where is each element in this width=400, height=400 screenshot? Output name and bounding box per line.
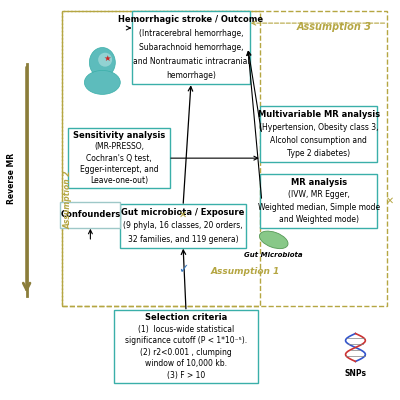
Text: Sensitivity analysis: Sensitivity analysis [73, 131, 166, 140]
Text: ✕: ✕ [385, 196, 394, 206]
Text: Multivariable MR analysis: Multivariable MR analysis [258, 110, 380, 119]
Text: Egger-intercept, and: Egger-intercept, and [80, 165, 158, 174]
Text: Weighted median, Simple mode: Weighted median, Simple mode [258, 203, 380, 212]
FancyBboxPatch shape [60, 202, 120, 228]
Text: and Nontraumatic intracranial: and Nontraumatic intracranial [133, 57, 249, 66]
Text: (Hypertension, Obesity class 3,: (Hypertension, Obesity class 3, [259, 123, 378, 132]
Text: Cochran's Q test,: Cochran's Q test, [86, 154, 152, 163]
Text: Type 2 diabetes): Type 2 diabetes) [287, 149, 350, 158]
Text: and Weighted mode): and Weighted mode) [278, 215, 358, 224]
FancyBboxPatch shape [114, 310, 258, 383]
Text: window of 10,000 kb.: window of 10,000 kb. [145, 360, 227, 368]
Text: Assumption 2: Assumption 2 [63, 171, 72, 229]
Text: ✓: ✓ [178, 263, 188, 276]
FancyBboxPatch shape [120, 204, 246, 248]
FancyBboxPatch shape [132, 11, 250, 84]
Text: Reverse MR: Reverse MR [7, 152, 16, 204]
Ellipse shape [98, 53, 112, 67]
Text: (3) F > 10: (3) F > 10 [167, 371, 205, 380]
Text: ★: ★ [104, 54, 111, 63]
Text: 32 families, and 119 genera): 32 families, and 119 genera) [128, 235, 238, 244]
Text: Subarachnoid hemorrhage,: Subarachnoid hemorrhage, [139, 43, 243, 52]
Text: SNPs: SNPs [344, 369, 366, 378]
Text: Hemorrhagic stroke / Outcome: Hemorrhagic stroke / Outcome [118, 15, 264, 24]
Text: (1)  locus-wide statistical: (1) locus-wide statistical [138, 324, 234, 334]
Text: Gut Microbiota: Gut Microbiota [244, 252, 303, 258]
Text: (2) r2<0.001 , clumping: (2) r2<0.001 , clumping [140, 348, 232, 357]
Text: ✕: ✕ [179, 210, 187, 220]
Text: Leave-one-out): Leave-one-out) [90, 176, 148, 185]
Text: (Intracerebral hemorrhage,: (Intracerebral hemorrhage, [139, 29, 243, 38]
Text: Gut microbiota / Exposure: Gut microbiota / Exposure [121, 208, 245, 217]
Text: Assumption 1: Assumption 1 [211, 267, 280, 276]
Ellipse shape [260, 231, 288, 249]
FancyBboxPatch shape [260, 106, 377, 162]
FancyBboxPatch shape [260, 174, 377, 228]
Text: (IVW, MR Egger,: (IVW, MR Egger, [288, 190, 350, 199]
Ellipse shape [89, 48, 115, 78]
Text: significance cutoff (P < 1*10⁻⁵).: significance cutoff (P < 1*10⁻⁵). [125, 336, 247, 345]
Text: Assumption 3: Assumption 3 [296, 22, 372, 32]
Text: (9 phyla, 16 classes, 20 orders,: (9 phyla, 16 classes, 20 orders, [123, 222, 243, 230]
Text: Alcohol consumption and: Alcohol consumption and [270, 136, 367, 145]
Text: MR analysis: MR analysis [290, 178, 347, 187]
Ellipse shape [84, 70, 120, 94]
FancyBboxPatch shape [68, 128, 170, 188]
Text: (MR-PRESSO,: (MR-PRESSO, [94, 142, 144, 152]
Text: hemorrhage): hemorrhage) [166, 71, 216, 80]
Text: Selection criteria: Selection criteria [145, 313, 227, 322]
Text: Confounders: Confounders [60, 210, 120, 220]
